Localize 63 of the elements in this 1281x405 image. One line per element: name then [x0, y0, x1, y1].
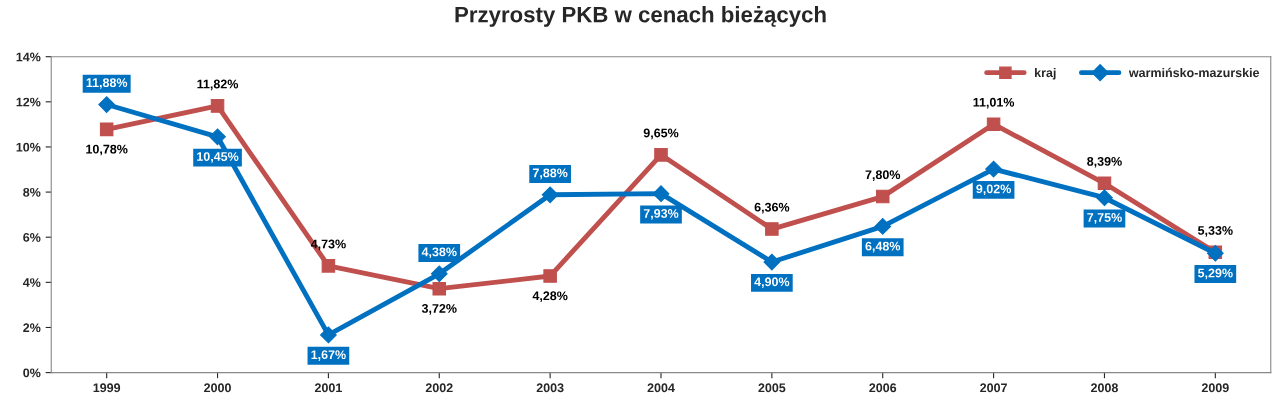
x-tick-label: 2001 — [314, 383, 342, 393]
legend-label: warmińsko-mazurskie — [1128, 67, 1260, 78]
data-label: 11,82% — [197, 79, 239, 91]
x-tick-label: 1999 — [93, 383, 121, 393]
point — [98, 96, 116, 113]
data-label: 4,28% — [532, 291, 568, 303]
y-tick-label: 8% — [23, 187, 41, 197]
x-tick-label: 2005 — [758, 383, 786, 393]
y-tick-label: 4% — [22, 278, 41, 287]
point — [320, 326, 337, 344]
point — [765, 222, 779, 236]
data-label: 5,33% — [1197, 226, 1233, 237]
point — [763, 253, 781, 271]
point — [986, 117, 1001, 131]
data-label: 7,93% — [643, 209, 679, 220]
data-label: 10,78% — [86, 144, 128, 156]
data-label: 1,67% — [311, 350, 346, 361]
x-tick-label: 2002 — [425, 383, 453, 393]
point — [1097, 176, 1112, 191]
data-label: 7,80% — [865, 170, 901, 181]
y-tick-label: 14% — [16, 52, 41, 62]
data-label: 10,45% — [197, 152, 239, 163]
data-label: 4,38% — [421, 247, 457, 259]
x-tick-label: 2000 — [204, 383, 231, 393]
data-label: 8,39% — [1087, 156, 1122, 168]
data-label: 11,01% — [973, 97, 1015, 109]
legend-label: kraj — [1035, 67, 1056, 80]
x-tick-label: 2007 — [980, 383, 1007, 393]
point — [321, 259, 336, 273]
point — [874, 218, 892, 235]
chart-title: Przyrosty PKB w cenach bieżących — [455, 6, 826, 27]
data-label: 4,90% — [754, 277, 790, 289]
point — [652, 185, 670, 203]
data-label: 7,88% — [532, 168, 568, 180]
x-tick-label: 2004 — [647, 383, 675, 393]
data-label: 9,02% — [976, 184, 1011, 196]
x-tick-label: 2008 — [1090, 383, 1118, 393]
data-label: 7,75% — [1087, 213, 1122, 224]
point — [432, 281, 447, 296]
x-tick-label: 2006 — [869, 383, 897, 393]
y-tick-label: 0% — [23, 368, 41, 378]
point — [541, 186, 559, 204]
point — [210, 99, 225, 113]
data-label: 9,65% — [643, 128, 679, 140]
data-label: 6,36% — [754, 202, 790, 214]
data-label: 6,48% — [865, 241, 901, 253]
point — [430, 265, 448, 283]
data-label: 3,72% — [421, 304, 457, 315]
x-tick-label: 2009 — [1201, 383, 1229, 393]
point — [543, 269, 557, 283]
point — [209, 128, 226, 146]
point — [654, 148, 668, 162]
point — [985, 160, 1002, 178]
y-tick-label: 2% — [23, 323, 41, 333]
point — [1096, 189, 1113, 207]
point — [875, 189, 890, 204]
data-label: 11,88% — [86, 78, 128, 89]
data-label: 5,29% — [1197, 268, 1233, 280]
y-tick-label: 10% — [16, 142, 41, 152]
x-tick-label: 2003 — [536, 383, 564, 393]
point — [99, 122, 114, 137]
y-tick-label: 6% — [23, 233, 41, 242]
y-tick-label: 12% — [16, 97, 41, 107]
